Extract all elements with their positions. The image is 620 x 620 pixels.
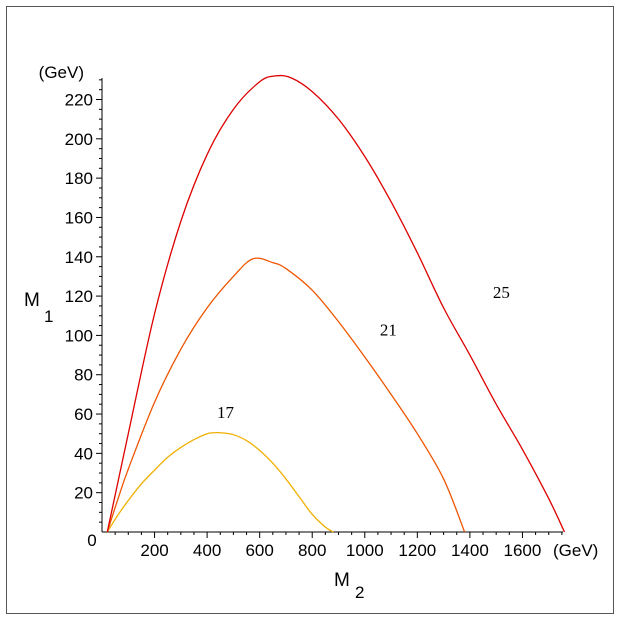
y-tick-label: 40	[74, 444, 93, 463]
chart-frame	[6, 6, 614, 614]
x-tick-label: 1000	[346, 541, 384, 560]
series-line-17	[106, 431, 334, 533]
series-label-17: 17	[217, 403, 235, 422]
tick-marks	[96, 79, 563, 538]
y-tick-label: 20	[74, 484, 93, 503]
y-tick-label: 200	[65, 130, 93, 149]
y-axis-title: M	[24, 290, 40, 311]
x-axis-title-subscript: 2	[355, 583, 364, 602]
y-axis-unit: (GeV)	[39, 63, 84, 82]
x-tick-label: 600	[245, 541, 273, 560]
y-tick-label: 80	[74, 366, 93, 385]
series-label-25: 25	[493, 283, 510, 302]
x-tick-label: 200	[140, 541, 168, 560]
y-tick-label: 100	[65, 326, 93, 345]
series-curves	[106, 74, 566, 533]
x-tick-label: 1400	[451, 541, 489, 560]
x-tick-label: 1600	[504, 541, 542, 560]
y-tick-label: 120	[65, 287, 93, 306]
x-tick-label: 400	[193, 541, 221, 560]
x-tick-label: 800	[298, 541, 326, 560]
y-tick-label: 160	[65, 208, 93, 227]
series-label-21: 21	[380, 320, 397, 339]
x-tick-label: 1200	[398, 541, 436, 560]
y-axis-title-subscript: 1	[44, 307, 53, 326]
y-tick-label: 140	[65, 248, 93, 267]
x-axis-title: M	[334, 570, 350, 591]
origin-label: 0	[87, 531, 96, 550]
series-labels: 17 21 25	[217, 283, 510, 422]
series-line-21	[106, 257, 466, 533]
y-tick-label: 60	[74, 405, 93, 424]
y-tick-label: 220	[65, 90, 93, 109]
y-tick-label: 180	[65, 169, 93, 188]
series-line-25	[106, 74, 566, 533]
axes	[101, 78, 563, 533]
tick-labels: 200 400 600 800 1000 1200 1400 1600204060801001…	[65, 90, 542, 560]
x-axis-unit: (GeV)	[553, 541, 598, 560]
